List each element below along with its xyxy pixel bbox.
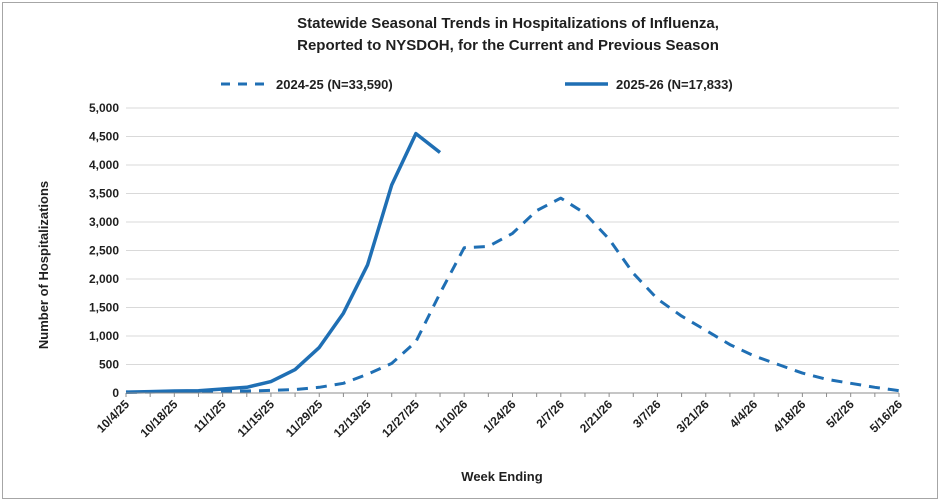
chart-title-line-1: Statewide Seasonal Trends in Hospitaliza…: [297, 15, 719, 32]
gridlines: [126, 107, 899, 365]
x-tick-label: 2/7/26: [533, 397, 567, 431]
y-tick-label: 0: [112, 386, 119, 400]
x-tick-label: 1/10/26: [432, 397, 470, 435]
x-tick-label: 5/16/26: [867, 397, 905, 435]
legend: 2024-25 (N=33,590) 2025-26 (N=17,833): [221, 77, 733, 92]
x-tick-label: 4/4/26: [727, 397, 761, 431]
x-tick-label: 5/2/26: [823, 397, 857, 431]
y-tick-label: 3,500: [89, 187, 119, 201]
x-tick-label: 10/4/25: [94, 397, 132, 435]
y-tick-label: 500: [99, 358, 119, 372]
series-line-2025-26: [125, 131, 442, 394]
x-tick-label: 10/18/25: [137, 397, 180, 440]
x-tick-label: 4/18/26: [770, 397, 808, 435]
chart-title-line-2: Reported to NYSDOH, for the Current and …: [297, 37, 719, 54]
y-axis-label: Number of Hospitalizations: [36, 181, 51, 349]
x-tick-label: 2/21/26: [577, 397, 615, 435]
series-line-2024-25: [125, 196, 900, 394]
y-tick-label: 4,500: [89, 130, 119, 144]
y-tick-label: 3,000: [89, 215, 119, 229]
y-tick-label: 1,500: [89, 301, 119, 315]
legend-label-2025-26: 2025-26 (N=17,833): [616, 77, 733, 92]
series-layer: [125, 131, 900, 394]
y-tick-label: 2,000: [89, 272, 119, 286]
x-axis-ticks: 10/4/25 10/18/25 11/1/25 11/15/25 11/29/25 12…: [94, 393, 905, 440]
x-tick-label: 11/29/25: [283, 397, 326, 440]
x-tick-label: 12/13/25: [331, 397, 374, 440]
legend-label-2024-25: 2024-25 (N=33,590): [276, 77, 393, 92]
y-tick-label: 2,500: [89, 244, 119, 258]
x-tick-label: 11/15/25: [235, 397, 278, 440]
x-tick-label: 1/24/26: [480, 397, 518, 435]
x-tick-label: 3/7/26: [630, 397, 664, 431]
x-tick-label: 11/1/25: [191, 397, 229, 435]
x-tick-label: 12/27/25: [379, 397, 422, 440]
y-tick-label: 1,000: [89, 329, 119, 343]
x-tick-label: 3/21/26: [674, 397, 712, 435]
x-axis-label: Week Ending: [461, 469, 542, 484]
line-chart: Statewide Seasonal Trends in Hospitaliza…: [36, 15, 905, 484]
y-tick-label: 4,000: [89, 158, 119, 172]
y-axis-ticks: 0 500 1,000 1,500 2,000 2,500 3,000 3,500 4,000 4…: [89, 101, 119, 400]
y-tick-label: 5,000: [89, 101, 119, 115]
